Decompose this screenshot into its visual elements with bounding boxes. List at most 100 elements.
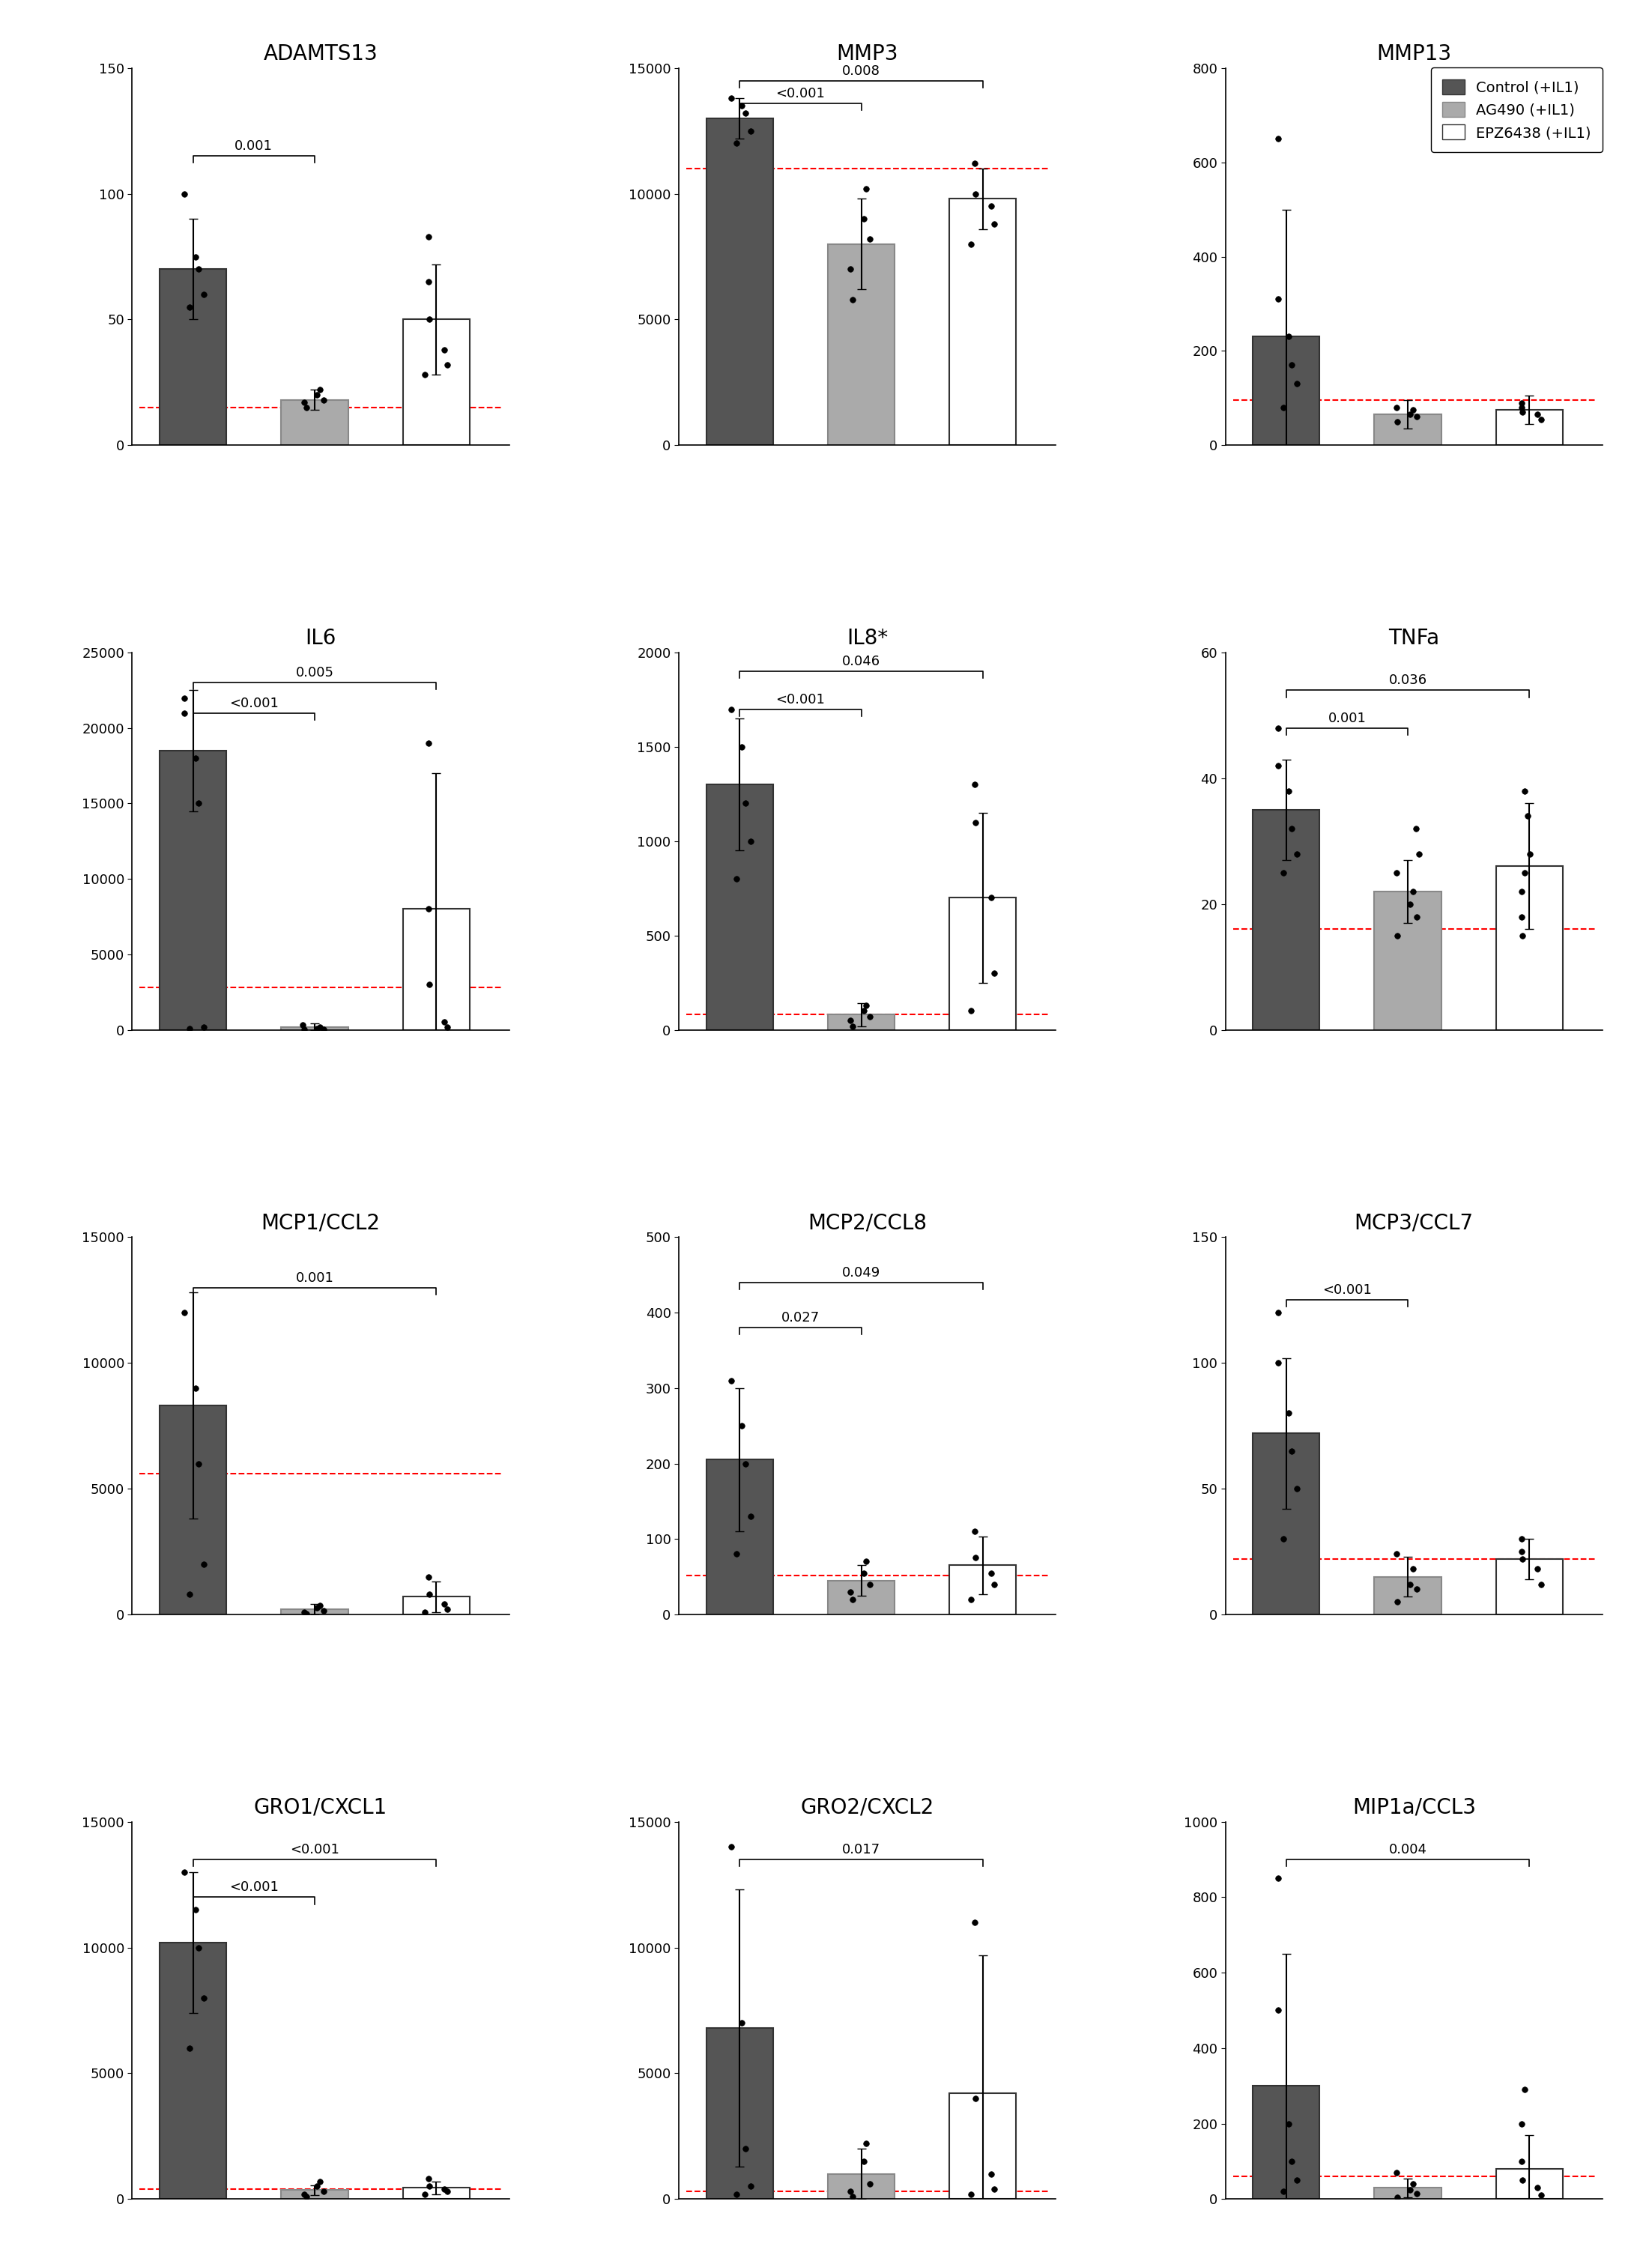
Text: 0.027: 0.027 xyxy=(781,1310,819,1324)
Point xyxy=(415,891,441,927)
Point xyxy=(304,376,330,413)
Title: MCP2/CCL8: MCP2/CCL8 xyxy=(808,1213,927,1233)
Point xyxy=(1404,2176,1431,2213)
Point xyxy=(1512,855,1538,891)
Point xyxy=(416,1576,443,1612)
Point xyxy=(857,220,884,256)
Point xyxy=(415,725,441,762)
Point xyxy=(839,1580,866,1616)
Point xyxy=(852,1544,879,1580)
Point xyxy=(185,1929,211,1965)
Point xyxy=(1512,2072,1538,2108)
Point xyxy=(185,1446,211,1483)
Point xyxy=(1265,1993,1292,2029)
Point xyxy=(434,2174,461,2210)
Text: <0.001: <0.001 xyxy=(776,86,824,100)
Point xyxy=(172,175,198,211)
Point xyxy=(1275,1394,1302,1430)
Bar xyxy=(950,2092,1016,2199)
Point xyxy=(1510,918,1536,954)
Title: MCP3/CCL7: MCP3/CCL7 xyxy=(1355,1213,1474,1233)
Point xyxy=(1270,1521,1297,1557)
Point xyxy=(306,372,332,408)
Point xyxy=(1270,855,1297,891)
Text: 0.005: 0.005 xyxy=(296,666,334,680)
Bar xyxy=(1252,2086,1320,2199)
Point xyxy=(724,1537,750,1573)
Point xyxy=(306,1587,332,1623)
Point xyxy=(182,1891,208,1927)
Point xyxy=(724,2176,750,2213)
Text: 0.001: 0.001 xyxy=(1328,712,1366,725)
Point xyxy=(1284,837,1310,873)
Point xyxy=(415,218,441,254)
Point xyxy=(182,1369,208,1406)
Point xyxy=(729,88,755,125)
Bar xyxy=(1252,338,1320,444)
Bar xyxy=(1374,891,1441,1029)
Point xyxy=(1279,2142,1305,2179)
Text: 0.036: 0.036 xyxy=(1389,673,1427,687)
Text: 0.046: 0.046 xyxy=(843,655,881,669)
Point xyxy=(852,170,879,206)
Bar xyxy=(828,245,895,444)
Title: TNFa: TNFa xyxy=(1388,628,1439,648)
Text: 0.008: 0.008 xyxy=(843,63,881,77)
Point xyxy=(291,385,317,422)
Bar xyxy=(950,199,1016,444)
Point xyxy=(190,277,216,313)
Point xyxy=(190,1009,216,1045)
Text: <0.001: <0.001 xyxy=(230,1882,279,1895)
Point xyxy=(1265,1294,1292,1331)
Point xyxy=(292,390,319,426)
Point xyxy=(304,1589,330,1625)
Point xyxy=(1398,886,1424,923)
Point xyxy=(1398,2172,1424,2208)
Point xyxy=(1406,837,1432,873)
Point xyxy=(1384,918,1411,954)
Point xyxy=(1512,773,1538,809)
Bar xyxy=(1497,2170,1563,2199)
Point xyxy=(1279,1433,1305,1469)
Point xyxy=(732,95,758,131)
Text: <0.001: <0.001 xyxy=(230,696,279,710)
Point xyxy=(737,113,763,150)
Bar xyxy=(705,2029,773,2199)
Point xyxy=(981,954,1008,991)
Bar xyxy=(160,750,226,1029)
Point xyxy=(1525,2170,1551,2206)
Bar xyxy=(1497,1560,1563,1614)
Bar xyxy=(1374,415,1441,444)
Point xyxy=(978,2156,1004,2192)
Point xyxy=(839,2179,866,2215)
Point xyxy=(431,1004,458,1041)
Point xyxy=(1265,120,1292,156)
Title: IL6: IL6 xyxy=(306,628,335,648)
Bar xyxy=(160,270,226,444)
Bar xyxy=(160,1406,226,1614)
Point xyxy=(291,1011,317,1047)
Point xyxy=(1508,898,1535,934)
Point xyxy=(1265,710,1292,746)
Bar xyxy=(828,2174,895,2199)
Bar xyxy=(828,1580,895,1614)
Point xyxy=(724,861,750,898)
Title: IL8*: IL8* xyxy=(847,628,889,648)
Point xyxy=(1404,898,1431,934)
Point xyxy=(1399,873,1426,909)
Point xyxy=(851,202,877,238)
Point xyxy=(857,2165,884,2201)
Point xyxy=(961,145,988,181)
Point xyxy=(724,125,750,161)
Text: <0.001: <0.001 xyxy=(1322,1283,1371,1297)
Point xyxy=(729,1408,755,1444)
Point xyxy=(1384,2179,1411,2215)
Point xyxy=(981,206,1008,243)
Bar xyxy=(950,1564,1016,1614)
Point xyxy=(839,281,866,317)
Point xyxy=(958,2176,985,2213)
Point xyxy=(1284,365,1310,401)
Bar xyxy=(705,784,773,1029)
Point xyxy=(838,252,864,288)
Point xyxy=(172,1294,198,1331)
